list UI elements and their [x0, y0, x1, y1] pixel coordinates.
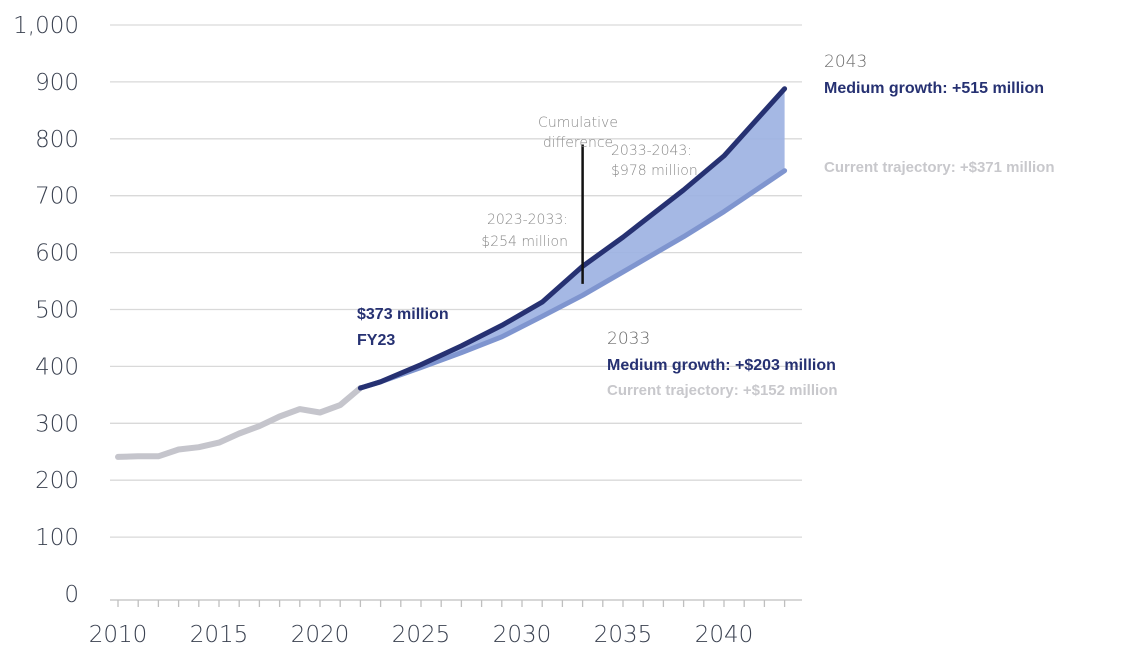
x-tick-label: 2025	[392, 622, 451, 647]
x-tick-label: 2030	[493, 622, 552, 647]
current-2033-label: Current trajectory: +$152 million	[607, 382, 838, 399]
y-tick-label: 900	[35, 70, 79, 96]
y-tick-label: 200	[35, 468, 79, 494]
x-tick-label: 2020	[291, 622, 350, 647]
x-tick-label: 2035	[594, 622, 653, 647]
x-tick-label: 2040	[695, 622, 754, 647]
year-2033-label: 2033	[607, 329, 650, 349]
period-2-value: $978 million	[611, 163, 698, 179]
period-1-value: $254 million	[481, 234, 568, 250]
period-1-label: 2023-2033:	[487, 212, 568, 228]
cumulative-title-2: difference	[543, 135, 613, 151]
y-tick-label: 1,000	[13, 13, 79, 39]
cumulative-title-1: Cumulative	[538, 115, 618, 131]
y-tick-label: 300	[35, 411, 79, 437]
year-2043-label: 2043	[824, 52, 867, 72]
medium-2043-label: Medium growth: +515 million	[824, 80, 1044, 97]
difference-band	[360, 88, 785, 388]
history-line	[115, 385, 364, 460]
x-tick-label: 2010	[89, 622, 148, 647]
y-tick-label: 600	[35, 241, 79, 267]
difference-band-area	[360, 88, 785, 388]
x-axis: 2010 2015 2020 2025 2030 2035 2040	[89, 599, 802, 647]
series-lines	[115, 86, 788, 460]
medium-2033-label: Medium growth: +$203 million	[607, 357, 836, 374]
period-2-label: 2033-2043:	[611, 143, 692, 159]
y-tick-label: 100	[35, 525, 79, 551]
y-tick-label: 0	[64, 582, 79, 608]
start-value-label: $373 million	[357, 306, 449, 323]
x-tick-label: 2015	[190, 622, 249, 647]
y-axis-labels: 0 100 200 300 400 500 600 700 800 900 1,000	[13, 13, 79, 608]
gridlines	[110, 24, 802, 538]
current-2043-label: Current trajectory: +$371 million	[824, 159, 1055, 176]
start-fy-label: FY23	[357, 332, 395, 349]
y-tick-label: 400	[35, 354, 79, 380]
y-tick-label: 800	[35, 127, 79, 153]
y-tick-label: 500	[35, 298, 79, 324]
y-tick-label: 700	[35, 184, 79, 210]
medium-growth-line	[357, 86, 788, 391]
